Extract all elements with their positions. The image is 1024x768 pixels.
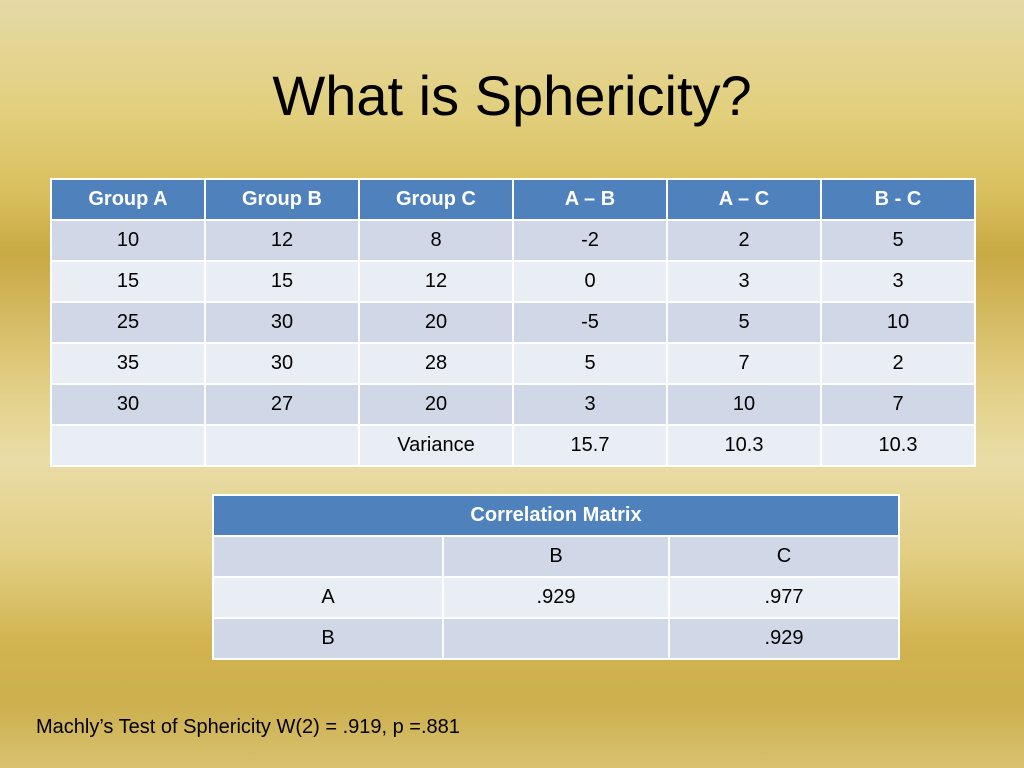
table-cell: 5 (668, 303, 822, 344)
table-cell: 10 (668, 385, 822, 426)
slide-title: What is Sphericity? (272, 64, 752, 127)
table-cell: 5 (514, 344, 668, 385)
variance-a-minus-b: 15.7 (514, 426, 668, 467)
table-cell (52, 426, 206, 467)
table-cell: 30 (52, 385, 206, 426)
table-cell: 35 (52, 344, 206, 385)
table-header-row: Group A Group B Group C A – B A – C B - … (52, 180, 976, 221)
sphericity-test-note: Machly’s Test of Sphericity W(2) = .919,… (36, 716, 460, 738)
table-cell: 3 (514, 385, 668, 426)
table-cell: 12 (360, 262, 514, 303)
correlation-matrix-table: Correlation Matrix B C A .929 .977 B .92… (212, 494, 900, 660)
table-cell: 20 (360, 303, 514, 344)
table-cell: 28 (360, 344, 514, 385)
table-cell: -5 (514, 303, 668, 344)
table-cell: 27 (206, 385, 360, 426)
table-cell: 30 (206, 303, 360, 344)
table-cell: 30 (206, 344, 360, 385)
variance-row: Variance 15.7 10.3 10.3 (52, 426, 976, 467)
table-cell: 25 (52, 303, 206, 344)
group-difference-table: Group A Group B Group C A – B A – C B - … (50, 178, 976, 467)
table-cell: 10 (52, 221, 206, 262)
table-cell (214, 537, 444, 578)
table-cell: 7 (822, 385, 976, 426)
table-cell: .929 (670, 619, 900, 660)
table-row: B .929 (214, 619, 900, 660)
table-cell: 7 (668, 344, 822, 385)
column-header-group-c: Group C (360, 180, 514, 221)
column-header-a-minus-c: A – C (668, 180, 822, 221)
table-cell: 20 (360, 385, 514, 426)
table-cell: 10 (822, 303, 976, 344)
table-cell: A (214, 578, 444, 619)
table-cell: 8 (360, 221, 514, 262)
table-row: 25 30 20 -5 5 10 (52, 303, 976, 344)
table-cell: 3 (668, 262, 822, 303)
table-cell: .929 (444, 578, 670, 619)
correlation-matrix-title: Correlation Matrix (214, 496, 900, 537)
table-cell: 5 (822, 221, 976, 262)
variance-b-minus-c: 10.3 (822, 426, 976, 467)
table-cell: 2 (822, 344, 976, 385)
column-header-a-minus-b: A – B (514, 180, 668, 221)
column-header-group-b: Group B (206, 180, 360, 221)
table-cell: 15 (206, 262, 360, 303)
table-cell: B (214, 619, 444, 660)
table-cell (444, 619, 670, 660)
table-row: 15 15 12 0 3 3 (52, 262, 976, 303)
variance-label: Variance (360, 426, 514, 467)
table-row: 35 30 28 5 7 2 (52, 344, 976, 385)
table-cell: 0 (514, 262, 668, 303)
table-cell (206, 426, 360, 467)
table-row: 10 12 8 -2 2 5 (52, 221, 976, 262)
table-row: 30 27 20 3 10 7 (52, 385, 976, 426)
table-header-row: Correlation Matrix (214, 496, 900, 537)
table-cell: 12 (206, 221, 360, 262)
column-header-b-minus-c: B - C (822, 180, 976, 221)
table-cell: C (670, 537, 900, 578)
table-cell: -2 (514, 221, 668, 262)
table-cell: 2 (668, 221, 822, 262)
table-row: B C (214, 537, 900, 578)
table-cell: 15 (52, 262, 206, 303)
table-cell: 3 (822, 262, 976, 303)
variance-a-minus-c: 10.3 (668, 426, 822, 467)
table-cell: .977 (670, 578, 900, 619)
table-cell: B (444, 537, 670, 578)
column-header-group-a: Group A (52, 180, 206, 221)
table-row: A .929 .977 (214, 578, 900, 619)
